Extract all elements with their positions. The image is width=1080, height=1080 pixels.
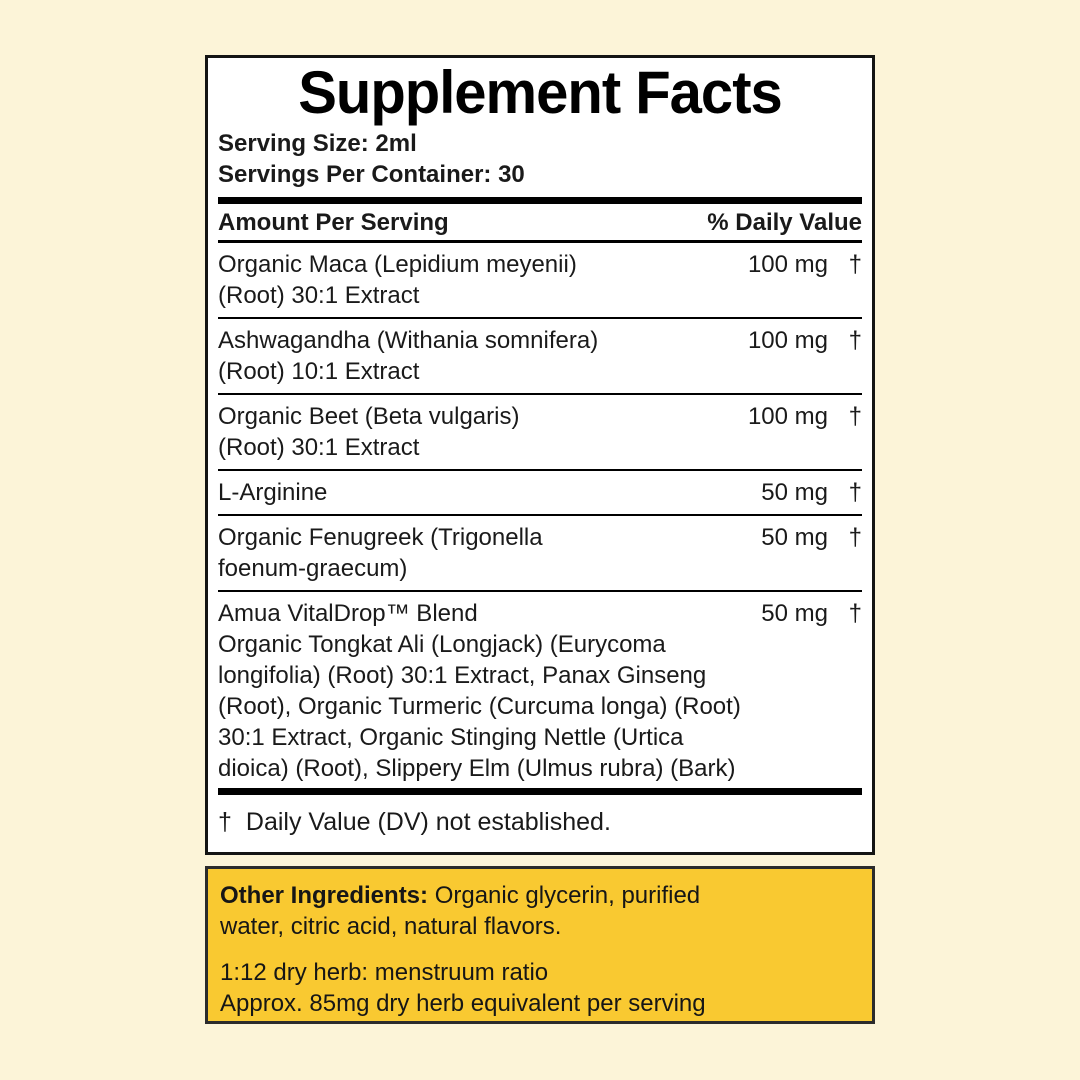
ingredient-amount: 100 mg: [747, 251, 828, 278]
daily-value-dagger: †: [848, 600, 862, 627]
daily-value-dagger: †: [848, 251, 862, 278]
ingredient-row: L-Arginine 50 mg †: [218, 471, 862, 516]
ingredient-amount: 50 mg: [761, 479, 828, 506]
ingredient-name: Organic Maca (Lepidium meyenii) (Root) 30…: [218, 251, 577, 309]
other-ingredients-box: Other Ingredients: Organic glycerin, pur…: [205, 866, 875, 1024]
daily-value-dagger: †: [848, 403, 862, 430]
other-ingredients-line1-rest: Organic glycerin, purified: [428, 882, 701, 909]
ingredient-name: Organic Beet (Beta vulgaris) (Root) 30:1 …: [218, 403, 520, 461]
column-header-row: Amount Per Serving % Daily Value: [218, 204, 862, 240]
serving-size: Serving Size: 2ml: [218, 130, 417, 157]
ingredient-name: Organic Fenugreek (Trigonella foenum-grae…: [218, 524, 543, 582]
footnote-dagger: †: [218, 808, 232, 836]
ingredient-amount-cell: 100 mg †: [748, 325, 862, 356]
ingredient-name: L-Arginine: [218, 479, 328, 506]
panel-title: Supplement Facts: [298, 58, 783, 127]
daily-value-dagger: †: [848, 327, 862, 354]
divider-thick-bottom: [218, 788, 862, 795]
ingredient-row: Organic Beet (Beta vulgaris) (Root) 30:1 …: [218, 395, 862, 471]
ingredient-amount-cell: 100 mg †: [748, 401, 862, 432]
daily-value-dagger: †: [848, 479, 862, 506]
ingredient-amount: 100 mg: [747, 327, 828, 354]
ingredient-amount: 100 mg: [747, 403, 828, 430]
ingredient-name: Ashwagandha (Withania somnifera) (Root) 1…: [218, 327, 599, 385]
ingredient-amount-cell: 50 mg †: [761, 522, 862, 553]
ratio-line1: 1:12 dry herb: menstruum ratio: [220, 959, 549, 986]
ingredient-amount: 50 mg: [761, 524, 828, 551]
ingredient-amount-cell: 50 mg †: [761, 477, 862, 508]
blend-description: Organic Tongkat Ali (Longjack) (Eurycoma…: [218, 631, 741, 782]
other-ingredients-label: Other Ingredients:: [220, 882, 429, 909]
ingredient-row: Ashwagandha (Withania somnifera) (Root) 1…: [218, 319, 862, 395]
servings-per-container: Servings Per Container: 30: [218, 161, 525, 188]
daily-value-dagger: †: [848, 524, 862, 551]
ingredient-row: Organic Fenugreek (Trigonella foenum-grae…: [218, 516, 862, 592]
ingredient-amount: 50 mg: [761, 600, 828, 627]
ingredient-row: Organic Maca (Lepidium meyenii) (Root) 30…: [218, 243, 862, 319]
divider-thick-top: [218, 197, 862, 204]
footnote: † Daily Value (DV) not established.: [218, 795, 862, 838]
ingredient-amount-cell: 100 mg †: [748, 249, 862, 280]
ratio-line2: Approx. 85mg dry herb equivalent per ser…: [220, 990, 706, 1017]
supplement-facts-panel: Supplement Facts Serving Size: 2ml Servi…: [205, 55, 875, 855]
other-ingredients-line2: water, citric acid, natural flavors.: [220, 913, 562, 940]
daily-value-label: % Daily Value: [707, 209, 862, 236]
ingredient-row: Amua VitalDrop™ Blend 50 mg † Organic Tongk…: [218, 592, 862, 786]
ingredient-rows: Organic Maca (Lepidium meyenii) (Root) 30…: [218, 243, 862, 786]
serving-info: Serving Size: 2ml Servings Per Container…: [218, 128, 862, 190]
amount-per-serving-label: Amount Per Serving: [218, 209, 449, 236]
divider-medium-header: [218, 240, 862, 243]
ingredient-name: Amua VitalDrop™ Blend: [218, 600, 478, 627]
other-ingredients-line1: Other Ingredients: Organic glycerin, pur…: [220, 880, 860, 911]
ratio-block: 1:12 dry herb: menstruum ratio Approx. 8…: [220, 957, 860, 1019]
footnote-text: Daily Value (DV) not established.: [245, 808, 611, 836]
ingredient-amount-cell: 50 mg †: [761, 598, 862, 629]
